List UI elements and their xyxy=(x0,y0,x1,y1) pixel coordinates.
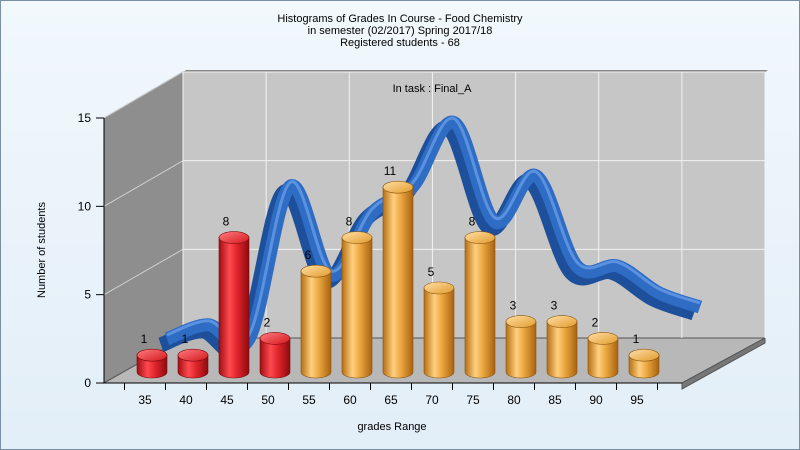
bar-value-label: 2 xyxy=(592,315,599,329)
bar-top xyxy=(546,315,578,328)
y-tick-label: 0 xyxy=(84,376,91,390)
bar-top xyxy=(300,264,332,278)
bar-body xyxy=(423,287,455,379)
chart-title-line-2: in semester (02/2017) Spring 2017/18 xyxy=(307,25,493,37)
y-axis-label: Number of students xyxy=(36,202,48,298)
bar-body xyxy=(382,186,414,379)
x-tick-label: 90 xyxy=(589,393,603,407)
bar xyxy=(464,231,496,379)
bar-value-label: 1 xyxy=(182,332,189,346)
x-tick-label: 65 xyxy=(384,393,398,407)
bar-body xyxy=(218,237,250,379)
bar xyxy=(300,264,332,379)
bar-body xyxy=(300,270,332,379)
chart-title-line-3: Registered students - 68 xyxy=(340,37,460,49)
y-tick-label: 10 xyxy=(78,199,92,213)
bar xyxy=(628,348,660,379)
bars xyxy=(136,180,660,379)
bar-value-label: 8 xyxy=(346,215,353,229)
x-axis-label: grades Range xyxy=(357,421,426,433)
bar xyxy=(136,348,168,379)
y-tick-label: 5 xyxy=(84,288,91,302)
x-tick-label: 60 xyxy=(343,393,357,407)
bar-top xyxy=(628,348,660,362)
x-tick-label: 80 xyxy=(507,393,521,407)
chart-title-line-1: Histograms of Grades In Course - Food Ch… xyxy=(277,13,523,25)
bar-value-label: 8 xyxy=(223,215,230,229)
x-tick-label: 55 xyxy=(302,393,316,407)
gridlines xyxy=(103,71,766,338)
bar-top xyxy=(382,180,414,194)
bar-top xyxy=(423,281,455,295)
bar xyxy=(546,315,578,379)
bar xyxy=(423,281,455,379)
bar-body xyxy=(136,354,168,379)
bar-value-label: 3 xyxy=(551,299,558,313)
x-tick-label: 85 xyxy=(548,393,562,407)
y-tick-label: 15 xyxy=(78,111,92,125)
bar-body xyxy=(628,354,660,379)
bar-top xyxy=(259,332,291,345)
x-tick-label: 75 xyxy=(466,393,480,407)
bar-top xyxy=(136,348,168,362)
curve-highlight xyxy=(166,117,701,344)
bar-value-label: 3 xyxy=(510,299,517,313)
bar-body xyxy=(587,338,619,379)
bar-value-label: 1 xyxy=(141,332,148,346)
bar xyxy=(382,180,414,379)
bar-body xyxy=(464,237,496,379)
bar xyxy=(587,332,619,379)
x-tick-label: 45 xyxy=(220,393,234,407)
bar-top xyxy=(587,332,619,345)
bar-top xyxy=(177,348,209,362)
bar-body xyxy=(505,321,537,379)
gridline-left xyxy=(103,160,184,207)
bar-body xyxy=(177,354,209,379)
bar-value-label: 11 xyxy=(384,164,397,178)
task-annotation: In task : Final_A xyxy=(393,83,473,95)
bar xyxy=(177,348,209,379)
bar-top xyxy=(341,231,373,244)
bar-value-label: 2 xyxy=(264,315,271,329)
bar xyxy=(505,315,537,379)
bar xyxy=(218,231,250,379)
bar-value-label: 5 xyxy=(428,265,435,279)
bar-body xyxy=(341,237,373,379)
bar-top xyxy=(218,231,250,244)
bar-body xyxy=(546,321,578,379)
x-tick-label: 50 xyxy=(261,393,275,407)
bar-value-label: 8 xyxy=(469,215,476,229)
bar xyxy=(341,231,373,379)
x-tick-label: 70 xyxy=(425,393,439,407)
x-tick-label: 95 xyxy=(630,393,644,407)
bar-value-label: 1 xyxy=(633,332,640,346)
bar-body xyxy=(259,338,291,379)
x-tick-label: 35 xyxy=(138,393,152,407)
gridline-left xyxy=(103,71,184,119)
bar-value-label: 6 xyxy=(305,248,312,262)
distribution-curve xyxy=(158,116,703,360)
bar xyxy=(259,332,291,379)
bar-top xyxy=(464,231,496,244)
bar-top xyxy=(505,315,537,328)
gridline-left xyxy=(103,248,184,296)
floor-edge xyxy=(681,337,766,390)
x-tick-label: 40 xyxy=(179,393,193,407)
